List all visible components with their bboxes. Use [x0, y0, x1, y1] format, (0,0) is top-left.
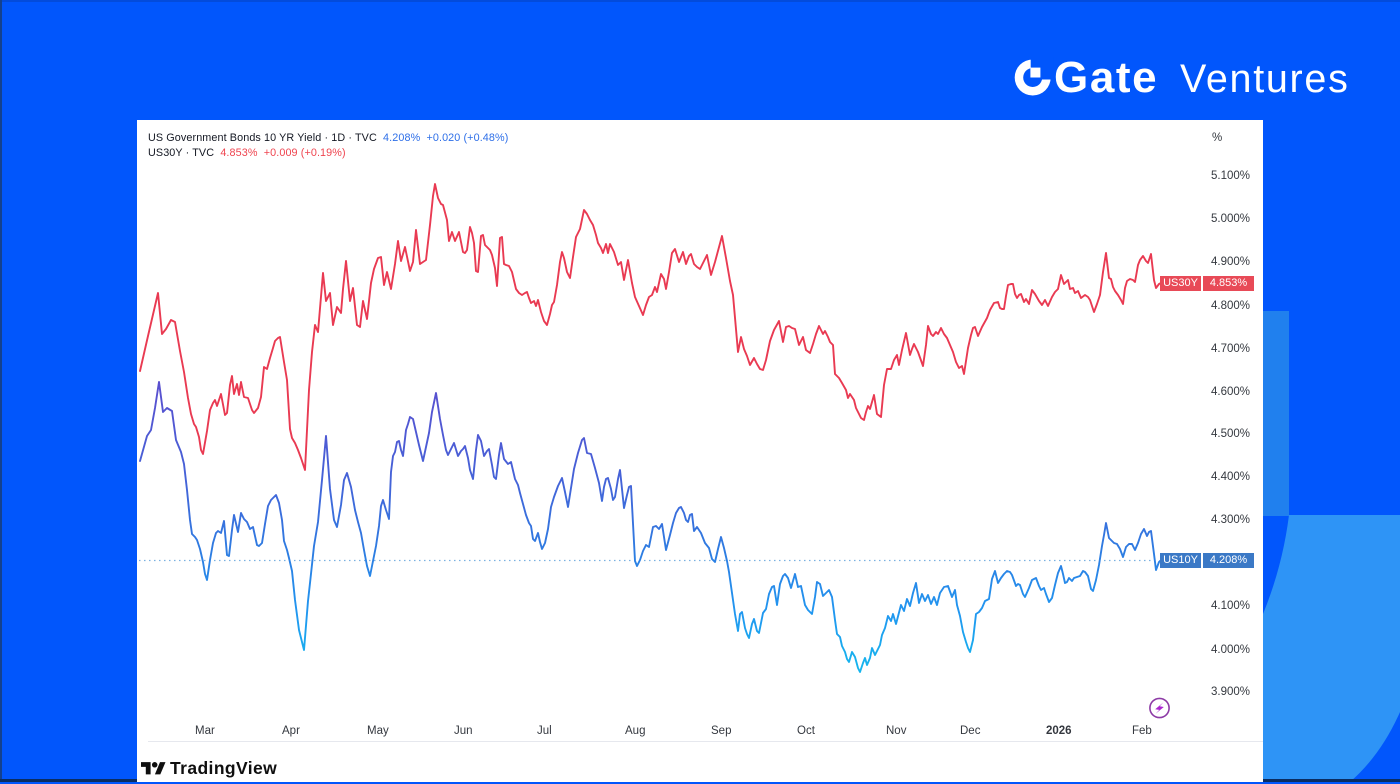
svg-text:Ventures: Ventures [1180, 57, 1350, 101]
svg-text:Gate: Gate [1054, 55, 1158, 101]
svg-text:TradingView: TradingView [170, 759, 277, 778]
